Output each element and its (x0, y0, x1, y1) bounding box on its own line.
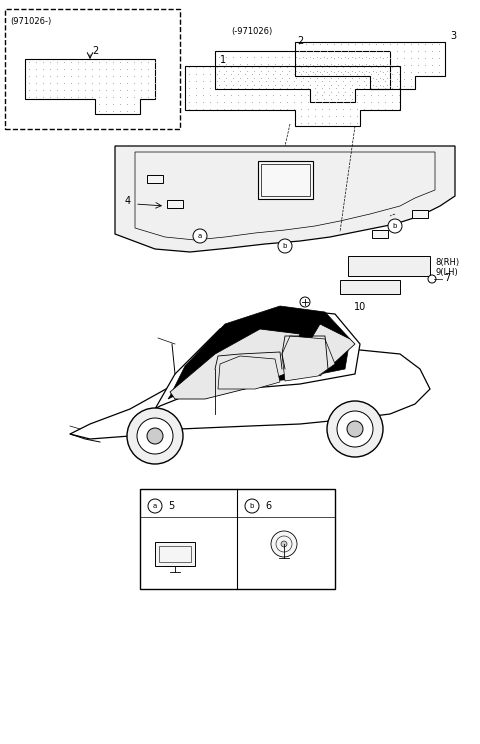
Polygon shape (170, 329, 300, 399)
Circle shape (428, 275, 436, 283)
Text: 7: 7 (444, 273, 450, 283)
Circle shape (327, 401, 383, 457)
Text: b: b (283, 243, 287, 249)
Text: (971026-): (971026-) (10, 17, 51, 26)
Circle shape (271, 531, 297, 557)
Circle shape (148, 499, 162, 513)
Text: a: a (153, 503, 157, 509)
Bar (155, 542, 195, 566)
Text: 9(LH): 9(LH) (435, 268, 458, 277)
Bar (340, 280, 400, 294)
Bar (261, 164, 310, 196)
Text: 11: 11 (299, 312, 311, 322)
Text: 2: 2 (92, 46, 98, 56)
Text: (-971026): (-971026) (231, 27, 273, 36)
Text: 2: 2 (297, 36, 303, 46)
Text: b: b (393, 223, 397, 229)
Circle shape (300, 297, 310, 307)
Circle shape (137, 418, 173, 454)
Circle shape (147, 428, 163, 444)
Circle shape (281, 541, 287, 547)
Polygon shape (70, 349, 430, 439)
Text: 3: 3 (450, 31, 456, 41)
Text: 10: 10 (354, 302, 366, 312)
Polygon shape (168, 306, 350, 399)
Bar (167, 200, 183, 208)
Text: 5: 5 (168, 501, 174, 511)
Text: 8(RH): 8(RH) (435, 258, 459, 267)
Circle shape (337, 411, 373, 447)
Polygon shape (115, 146, 455, 252)
Bar (348, 256, 430, 276)
Bar (5, 9, 180, 129)
Text: b: b (250, 503, 254, 509)
Text: a: a (198, 233, 202, 239)
Bar (372, 230, 388, 238)
Polygon shape (155, 309, 360, 409)
Text: 1: 1 (220, 55, 226, 65)
Polygon shape (305, 324, 355, 376)
Bar (412, 210, 428, 218)
Polygon shape (218, 356, 280, 389)
Circle shape (347, 421, 363, 437)
Circle shape (388, 219, 402, 233)
Circle shape (245, 499, 259, 513)
Bar (258, 161, 313, 199)
Circle shape (193, 229, 207, 243)
Text: 4: 4 (125, 196, 131, 206)
Bar (140, 489, 335, 589)
Polygon shape (282, 336, 335, 381)
Bar (147, 175, 163, 183)
Circle shape (278, 239, 292, 253)
Text: 6: 6 (265, 501, 271, 511)
Circle shape (127, 408, 183, 464)
Bar (159, 546, 191, 562)
